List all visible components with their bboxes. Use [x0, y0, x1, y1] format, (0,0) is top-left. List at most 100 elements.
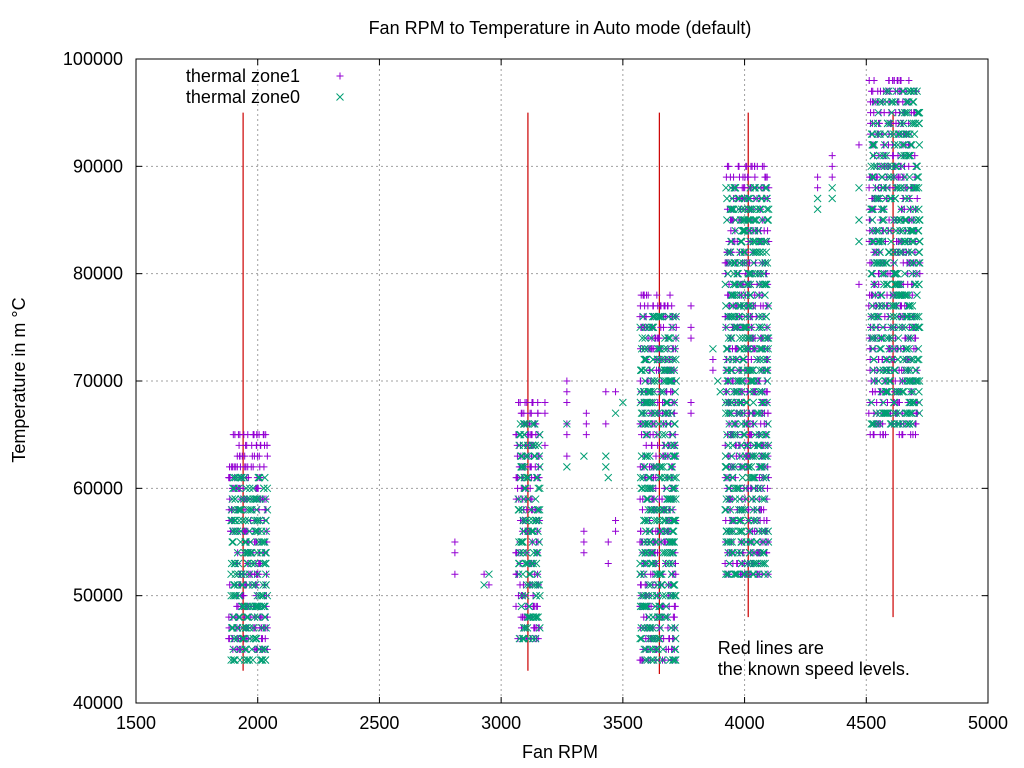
- data-point: [642, 495, 651, 503]
- data-point: [910, 312, 919, 321]
- data-point: [520, 484, 529, 493]
- data-point: [723, 216, 731, 224]
- data-point: [735, 194, 744, 203]
- data-point: [891, 162, 900, 171]
- data-point: [637, 366, 645, 375]
- data-point: [582, 409, 590, 417]
- data-point: [891, 377, 899, 385]
- data-point: [641, 420, 649, 428]
- data-point: [656, 527, 664, 536]
- data-point: [729, 517, 737, 525]
- data-point: [897, 183, 905, 192]
- data-point: [891, 366, 899, 375]
- data-point: [878, 356, 886, 364]
- data-point: [257, 527, 266, 536]
- data-point: [667, 624, 676, 632]
- data-point: [745, 463, 753, 471]
- data-point: [895, 344, 904, 353]
- data-point: [235, 505, 244, 514]
- data-point: [747, 484, 755, 492]
- data-point: [665, 538, 674, 546]
- data-point: [915, 259, 924, 267]
- legend-label-zone0: thermal zone0: [186, 87, 300, 107]
- data-point: [670, 473, 678, 482]
- data-point: [914, 183, 923, 192]
- data-point: [875, 366, 884, 375]
- data-point: [904, 366, 912, 375]
- data-point: [655, 634, 664, 643]
- data-point: [745, 194, 754, 203]
- data-point: [758, 280, 767, 289]
- data-point: [738, 226, 747, 235]
- data-point: [646, 645, 654, 654]
- data-point: [891, 302, 900, 310]
- data-point: [757, 420, 765, 428]
- data-point: [867, 312, 876, 321]
- data-point: [760, 495, 769, 503]
- data-point: [263, 452, 271, 460]
- data-point: [667, 570, 676, 579]
- data-point: [737, 538, 746, 546]
- data-point: [241, 624, 250, 632]
- x-tick-label: 3000: [481, 713, 521, 733]
- data-point: [887, 162, 896, 171]
- data-point: [637, 409, 646, 418]
- data-point: [638, 334, 647, 342]
- data-point: [234, 431, 242, 439]
- data-point: [867, 269, 876, 278]
- data-point: [753, 538, 761, 546]
- data-point: [650, 495, 659, 503]
- data-point: [535, 624, 544, 632]
- data-point: [670, 602, 678, 610]
- data-point: [727, 259, 736, 267]
- data-point: [876, 98, 884, 106]
- data-point: [261, 441, 269, 449]
- data-point: [855, 280, 863, 288]
- data-point: [762, 430, 771, 439]
- annotation-line-2: the known speed levels.: [718, 659, 910, 679]
- data-point: [646, 624, 655, 632]
- data-point: [906, 151, 915, 160]
- data-point: [728, 291, 737, 299]
- data-point: [660, 366, 669, 375]
- data-point: [225, 635, 233, 643]
- data-point: [741, 484, 750, 493]
- data-point: [253, 516, 261, 525]
- data-point: [526, 484, 534, 492]
- data-point: [255, 645, 264, 654]
- data-point: [761, 452, 770, 460]
- data-point: [563, 452, 571, 460]
- data-point: [652, 505, 661, 514]
- data-point: [242, 645, 251, 654]
- data-point: [646, 473, 654, 482]
- data-point: [889, 345, 897, 353]
- data-point: [761, 280, 770, 289]
- data-point: [908, 269, 917, 278]
- data-point: [895, 248, 904, 257]
- data-point: [636, 398, 645, 407]
- data-point: [742, 452, 750, 460]
- grid: [136, 59, 988, 703]
- data-point: [523, 420, 531, 428]
- data-point: [727, 334, 735, 342]
- data-point: [657, 463, 666, 471]
- data-point: [518, 591, 526, 600]
- data-point: [669, 452, 678, 460]
- data-point: [666, 441, 675, 450]
- data-point: [755, 344, 764, 353]
- data-point: [643, 602, 651, 611]
- data-point: [745, 312, 754, 321]
- data-point: [908, 280, 916, 288]
- data-point: [667, 463, 675, 471]
- data-point: [869, 173, 878, 181]
- data-point: [890, 173, 898, 181]
- data-point: [657, 581, 665, 589]
- data-point: [912, 366, 920, 375]
- data-point: [640, 398, 649, 407]
- data-point: [902, 409, 911, 418]
- data-point: [524, 495, 532, 503]
- data-point: [897, 237, 906, 246]
- data-point: [913, 291, 921, 299]
- data-point: [886, 87, 894, 95]
- data-point: [734, 484, 742, 493]
